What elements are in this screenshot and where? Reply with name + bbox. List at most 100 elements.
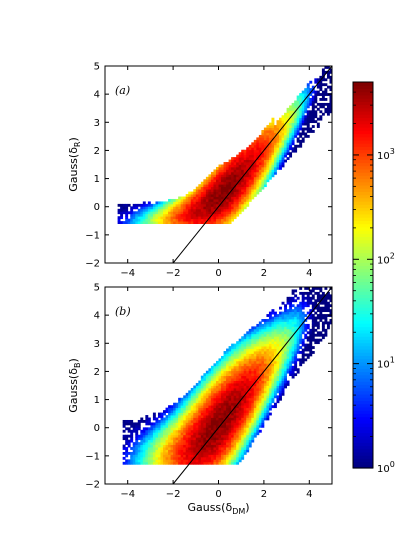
- heatmap-cell: [125, 434, 129, 438]
- heatmap-cell: [256, 373, 260, 377]
- heatmap-cell: [248, 392, 252, 396]
- heatmap-cell: [294, 323, 298, 327]
- heatmap-cell: [228, 427, 232, 431]
- colorbar-segment: [353, 127, 373, 131]
- heatmap-cell: [311, 331, 315, 335]
- heatmap-cell: [324, 301, 328, 305]
- heatmap-cell: [218, 189, 222, 192]
- heatmap-cell: [185, 456, 189, 460]
- heatmap-cell: [221, 451, 224, 455]
- heatmap-cell: [279, 144, 282, 148]
- heatmap-cell: [261, 137, 265, 141]
- heatmap-cell: [233, 169, 237, 173]
- heatmap-cell: [200, 194, 204, 197]
- heatmap-cell: [198, 415, 202, 418]
- heatmap-cell: [251, 171, 255, 175]
- heatmap-cell: [215, 373, 219, 377]
- heatmap-cell: [193, 402, 197, 406]
- heatmap-cell: [299, 341, 303, 345]
- heatmap-cell: [273, 132, 277, 136]
- heatmap-cell: [238, 385, 242, 389]
- heatmap-cell: [185, 405, 189, 409]
- colorbar-segment: [353, 184, 373, 189]
- heatmap-cell: [231, 412, 235, 416]
- heatmap-cell: [324, 88, 328, 92]
- heatmap-cell: [163, 451, 166, 455]
- heatmap-cell: [228, 434, 232, 438]
- heatmap-cell: [268, 331, 272, 335]
- heatmap-cell: [190, 397, 194, 401]
- heatmap-cell: [276, 316, 280, 320]
- colorbar-segment: [353, 82, 373, 86]
- heatmap-cell: [152, 417, 156, 421]
- heatmap-cell: [152, 454, 156, 458]
- heatmap-cell: [188, 395, 192, 399]
- heatmap-cell: [241, 341, 245, 345]
- heatmap-cell: [210, 189, 214, 192]
- heatmap-cell: [205, 194, 209, 197]
- heatmap-cell: [326, 102, 330, 106]
- heatmap-cell: [228, 375, 232, 379]
- heatmap-cell: [271, 328, 275, 332]
- heatmap-cell: [248, 410, 252, 413]
- heatmap-cell: [248, 184, 252, 188]
- heatmap-cell: [236, 444, 240, 448]
- heatmap-cell: [294, 358, 298, 362]
- heatmap-cell: [251, 427, 255, 431]
- heatmap-cell: [294, 311, 298, 315]
- heatmap-cell: [258, 169, 262, 173]
- heatmap-cell: [140, 454, 144, 458]
- heatmap-cell: [268, 152, 272, 156]
- heatmap-cell: [152, 427, 156, 431]
- heatmap-cell: [223, 459, 227, 463]
- heatmap-cell: [268, 383, 272, 386]
- heatmap-cell: [188, 422, 192, 426]
- heatmap-cell: [329, 85, 333, 89]
- heatmap-cell: [326, 304, 330, 308]
- heatmap-cell: [299, 333, 303, 337]
- heatmap-cell: [226, 198, 229, 202]
- heatmap-cell: [324, 107, 328, 111]
- heatmap-cell: [205, 424, 209, 428]
- heatmap-cell: [213, 169, 217, 173]
- heatmap-cell: [236, 358, 240, 362]
- heatmap-cell: [193, 454, 197, 458]
- heatmap-cell: [188, 198, 192, 202]
- colorbar-segment: [353, 175, 373, 180]
- heatmap-cell: [291, 296, 295, 300]
- heatmap-cell: [226, 196, 229, 200]
- heatmap-cell: [231, 375, 235, 379]
- heatmap-cell: [279, 385, 282, 389]
- heatmap-cell: [205, 201, 209, 205]
- heatmap-cell: [213, 405, 217, 409]
- heatmap-cell: [291, 115, 295, 119]
- heatmap-cell: [215, 216, 219, 220]
- heatmap-cell: [165, 211, 169, 215]
- heatmap-cell: [231, 179, 235, 183]
- heatmap-cell: [200, 459, 204, 463]
- colorbar-segment: [353, 155, 373, 160]
- heatmap-cell: [155, 206, 159, 210]
- heatmap-cell: [228, 171, 232, 175]
- heatmap-cell: [251, 149, 255, 153]
- heatmap-cell: [195, 447, 199, 450]
- heatmap-cell: [236, 351, 240, 354]
- heatmap-cell: [258, 417, 262, 421]
- heatmap-cell: [306, 326, 310, 330]
- heatmap-cell: [205, 429, 209, 433]
- heatmap-cell: [221, 415, 224, 418]
- heatmap-cell: [316, 90, 320, 94]
- heatmap-cell: [228, 198, 232, 202]
- heatmap-cell: [231, 447, 235, 450]
- heatmap-cell: [157, 444, 161, 448]
- heatmap-cell: [276, 380, 280, 384]
- heatmap-cell: [170, 451, 174, 455]
- heatmap-cell: [309, 120, 313, 124]
- heatmap-cell: [271, 392, 275, 396]
- heatmap-cell: [236, 206, 240, 210]
- heatmap-cell: [258, 157, 262, 160]
- heatmap-cell: [261, 341, 265, 345]
- heatmap-cell: [238, 427, 242, 431]
- heatmap-cell: [299, 107, 303, 111]
- heatmap-cell: [241, 439, 245, 443]
